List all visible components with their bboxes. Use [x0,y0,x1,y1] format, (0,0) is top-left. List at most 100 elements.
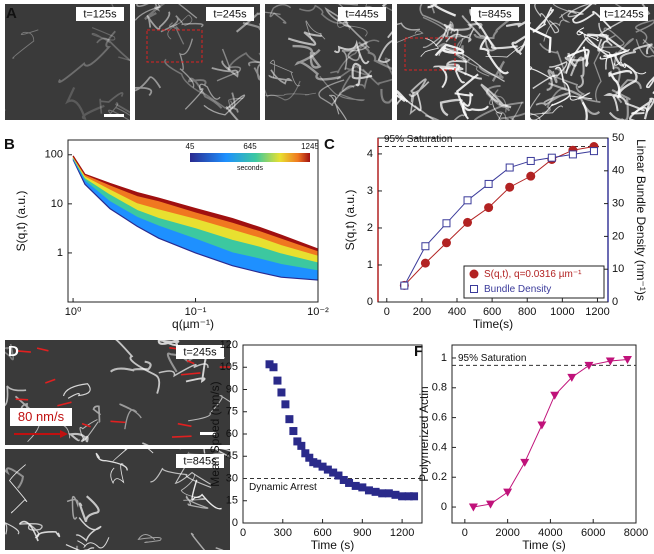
y-tick-label: 4 [367,148,373,160]
curve [72,156,319,257]
point [421,242,430,251]
fiber [534,4,560,34]
x-tick-label: 2000 [495,527,519,539]
fiber [58,30,116,84]
time-label: t=445s [345,8,379,20]
point [351,481,360,490]
point [297,441,306,450]
fiber [397,22,421,31]
velocity-arrow [186,359,195,365]
fiber [62,383,91,399]
fiber [329,94,348,120]
y2-tick-label: 50 [612,132,624,144]
fiber [65,543,95,550]
fiber [480,83,512,109]
fiber [164,58,226,109]
x-axis-label: q(µm⁻¹) [172,317,214,331]
fiber [530,66,553,80]
point [378,489,387,498]
y-axis-label: Polymerized Actin [417,386,431,481]
velocity-arrow [181,372,201,376]
fiber [427,4,457,17]
fiber [335,4,358,17]
label-box [206,7,254,21]
x-tick-label: 1200 [390,527,414,539]
fiber [437,42,471,63]
fiber [265,80,301,101]
point [584,361,594,370]
fiber [179,38,195,88]
fiber [445,22,483,31]
fiber [287,31,322,46]
y-tick-label: 0 [367,296,373,308]
y-tick-label: 120 [220,339,238,351]
colorbar-tick-label: 1245 [301,142,319,151]
velocity-arrow [45,378,56,384]
y2-tick-label: 20 [612,230,624,242]
series-line [403,146,595,286]
fiber [608,70,633,99]
fiber [111,449,154,463]
x-tick-label: 600 [483,306,501,318]
label-box [176,454,224,468]
x-tick-label: 10⁻² [307,306,329,318]
fiber [150,467,212,489]
fiber [66,495,79,520]
fiber [455,73,490,112]
point [547,153,556,162]
fiber [135,4,198,21]
fiber [511,35,525,56]
scale-bar [200,432,216,435]
x-axis-label: Time(s) [473,317,513,331]
fiber [434,23,459,47]
point [289,427,298,436]
y-tick-label: 105 [220,361,238,373]
x-tick-label: 8000 [624,527,648,539]
fiber [203,94,246,116]
fiber [358,41,392,70]
point [398,492,407,501]
y2-tick-label: 10 [612,263,624,275]
fiber [397,90,409,103]
fiber [92,405,102,423]
scale-bar [104,114,124,117]
point [505,163,514,172]
fiber [351,62,373,87]
y-tick-label: 1 [367,259,373,271]
point [384,489,393,498]
y-tick-label: 60 [226,428,238,440]
fiber [488,89,507,113]
fiber [530,105,563,120]
y-axis-label: S(q,t) (a.u.) [14,191,28,252]
fiber [364,4,377,11]
fiber [572,4,612,30]
point [463,217,473,227]
area-fill [73,157,318,281]
fiber [227,97,244,113]
fiber [227,52,260,71]
fiber [567,4,597,18]
fiber [265,92,317,96]
fiber [446,60,482,80]
fiber [569,92,593,101]
label-box [471,7,519,21]
legend-marker [470,285,478,293]
label-box [600,7,648,21]
fiber [75,517,102,542]
fiber [583,34,615,70]
velocity-arrow [177,422,192,428]
velocity-arrow [171,435,192,438]
point [526,156,535,165]
fiber [109,360,152,373]
x-tick-label: 10⁻¹ [185,306,207,318]
point [334,471,343,480]
fiber [137,534,162,543]
fiber [539,42,576,74]
y-tick-label: 90 [226,383,238,395]
fiber [108,102,130,120]
fiber [136,4,161,12]
time-label: t=1245s [604,8,644,20]
label-box [10,408,72,426]
fiber [473,17,512,40]
